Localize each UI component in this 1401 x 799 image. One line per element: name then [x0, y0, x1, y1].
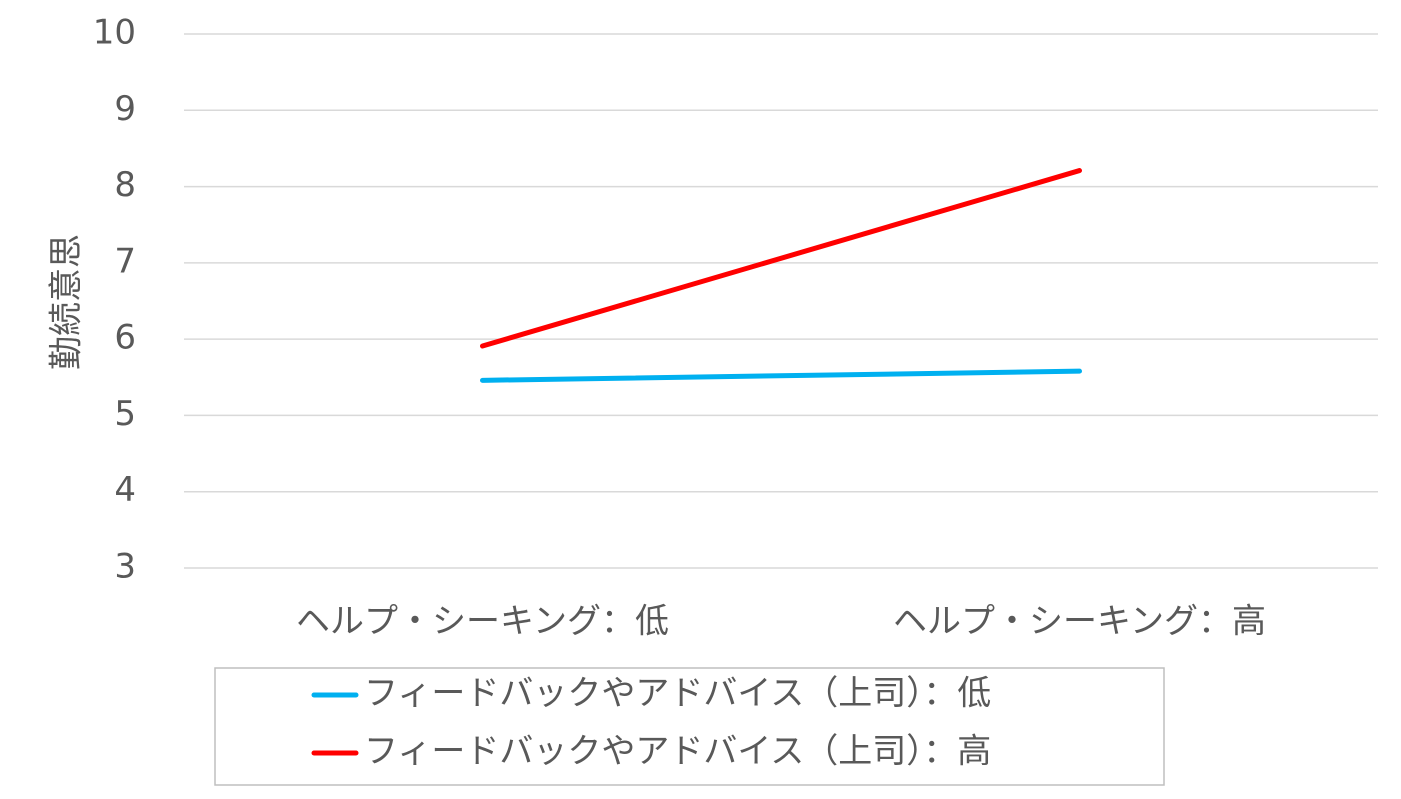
legend-box: [214, 667, 1165, 786]
y-tick-label: 8: [114, 165, 136, 205]
gridlines: [184, 33, 1378, 569]
legend-label: フィードバックやアドバイス（上司）：低: [364, 674, 991, 714]
series-lines: [480, 168, 1082, 383]
y-tick-label: 7: [114, 241, 136, 281]
y-tick-label: 10: [93, 13, 136, 53]
series-line-2: [480, 168, 1082, 349]
y-tick-label: 9: [114, 89, 136, 129]
x-category-label: ヘルプ・シーキング：低: [296, 602, 669, 642]
x-axis-categories: ヘルプ・シーキング：低 ヘルプ・シーキング：高: [296, 602, 1266, 642]
x-category-label: ヘルプ・シーキング：高: [893, 602, 1266, 642]
y-axis-title: 勤続意思: [47, 234, 87, 370]
series-line-1: [480, 368, 1082, 383]
legend-label: フィードバックやアドバイス（上司）：高: [364, 732, 991, 772]
y-axis-ticks: 3 4 5 6 7 8 9 10: [93, 13, 136, 587]
y-tick-label: 5: [114, 394, 136, 434]
y-tick-label: 4: [114, 470, 136, 510]
y-tick-label: 6: [114, 318, 136, 358]
y-tick-label: 3: [114, 547, 136, 587]
